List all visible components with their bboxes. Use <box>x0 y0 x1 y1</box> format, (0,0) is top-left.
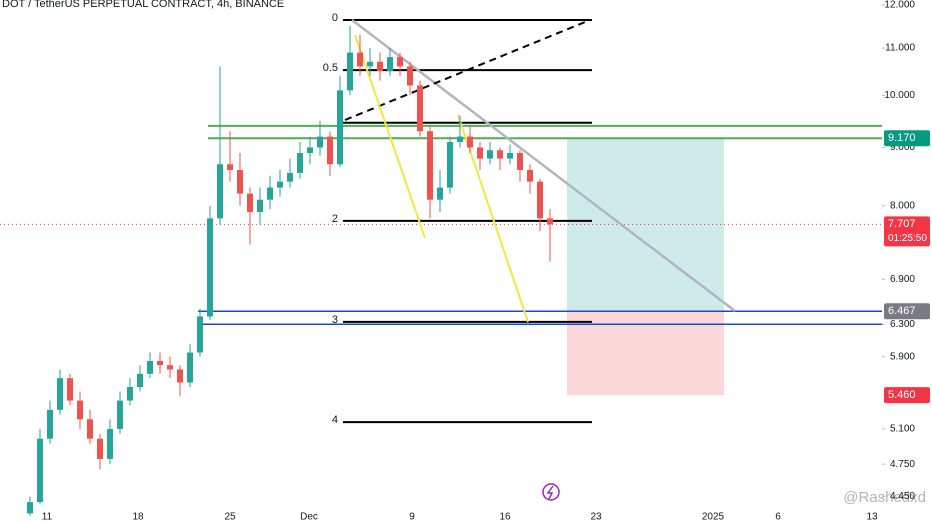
position-zone <box>567 311 724 396</box>
y-tick-label: 11.000 <box>885 43 915 54</box>
candle-body <box>447 141 453 188</box>
candle-body <box>27 502 33 514</box>
price-tag <box>884 130 930 147</box>
y-tick-label: 5.900 <box>890 351 915 362</box>
candle-body <box>267 187 273 200</box>
candle-body <box>97 438 103 459</box>
candle-body <box>157 360 163 366</box>
chart-title: DOT / TetherUS PERPETUAL CONTRACT, 4h, B… <box>2 0 284 10</box>
x-tick-label: 9 <box>409 512 415 523</box>
candle-body <box>317 136 323 148</box>
candle-body <box>117 400 123 429</box>
candle-body <box>227 164 233 170</box>
x-tick-label: Dec <box>300 512 318 523</box>
candle-body <box>377 61 383 72</box>
price-tag-label: 7.707 <box>888 218 916 230</box>
candle-body <box>467 136 473 148</box>
y-tick-label: 9.000 <box>890 142 915 153</box>
flash-bolt <box>546 485 554 500</box>
candle-body <box>397 57 403 67</box>
price-tag-label: 9.170 <box>888 132 916 144</box>
candle-body <box>357 52 363 67</box>
candle-body <box>57 378 63 410</box>
candle-body <box>217 164 223 219</box>
x-tick-label: 25 <box>224 512 236 523</box>
candle-body <box>187 352 193 383</box>
candles <box>27 26 553 516</box>
dashed-line <box>344 19 591 121</box>
yellow-line <box>354 34 426 239</box>
candle-body <box>37 438 43 503</box>
candle-body <box>197 316 203 353</box>
candle-body <box>127 387 133 401</box>
candle-body <box>77 400 83 420</box>
y-tick-label: 12.000 <box>884 0 915 11</box>
candle-body <box>387 57 393 72</box>
candle-body <box>457 136 463 142</box>
y-tick-label: 6.300 <box>890 319 915 330</box>
y-tick-label: 10.000 <box>884 90 915 101</box>
y-tick-label: 4.450 <box>890 491 915 502</box>
candle-body <box>47 409 53 439</box>
x-tick-label: 11 <box>42 512 53 523</box>
candle-body <box>287 172 293 182</box>
y-tick-label: 4.750 <box>890 459 915 470</box>
y-tick-label: 6.900 <box>890 274 915 285</box>
candle-body <box>297 153 303 173</box>
candle-body <box>247 193 253 213</box>
price-tag-label: 5.460 <box>888 389 916 401</box>
flash-icon[interactable] <box>542 483 560 501</box>
candle-body <box>147 360 153 374</box>
x-tick-label: 18 <box>132 512 144 523</box>
candle-body <box>177 369 183 383</box>
candle-body <box>407 66 413 86</box>
price-tag-label: 6.467 <box>888 305 916 317</box>
candle-body <box>337 90 343 165</box>
price-tag <box>884 303 930 320</box>
fib-label: 0 <box>332 12 338 24</box>
candle-body <box>237 169 243 194</box>
candle-body <box>87 419 93 439</box>
x-tick-label: 16 <box>499 512 511 523</box>
background-layer: 0 0.5 2 3 4 <box>0 12 882 426</box>
x-tick-label: 13 <box>866 512 878 523</box>
candle-body <box>347 52 353 91</box>
candle-body <box>477 147 483 159</box>
candle-body <box>417 85 423 132</box>
price-tag <box>884 216 930 247</box>
candle-body <box>107 428 113 459</box>
fib-label: 0.5 <box>323 62 338 74</box>
candle-body <box>307 147 313 154</box>
y-tick-label: 8.000 <box>890 200 915 211</box>
x-tick-label: 2025 <box>702 512 725 523</box>
x-tick-label: 6 <box>775 512 781 523</box>
candle-body <box>487 150 493 159</box>
candle-body <box>547 218 553 225</box>
x-tick-label: 23 <box>590 512 602 523</box>
candle-body <box>67 378 73 401</box>
price-tag <box>884 387 930 404</box>
candle-body <box>257 199 263 213</box>
fib-label: 4 <box>332 414 338 426</box>
candle-body <box>507 153 513 159</box>
candle-body <box>427 131 433 200</box>
candle-body <box>517 153 523 170</box>
candle-body <box>207 218 213 317</box>
fib-label: 3 <box>332 314 338 326</box>
candle-body <box>167 365 173 370</box>
watermark: @Rashedxd <box>843 489 926 506</box>
candle-body <box>497 150 503 159</box>
candle-body <box>137 373 143 388</box>
candle-body <box>537 181 543 219</box>
fib-label: 2 <box>332 213 338 225</box>
countdown: 01:25:50 <box>888 233 927 244</box>
trend-line <box>351 19 736 312</box>
candle-body <box>367 61 373 67</box>
candle-body <box>277 181 283 188</box>
candle-body <box>527 169 533 182</box>
y-tick-label: 5.100 <box>890 424 915 435</box>
candle-body <box>327 136 333 165</box>
candle-body <box>437 187 443 200</box>
